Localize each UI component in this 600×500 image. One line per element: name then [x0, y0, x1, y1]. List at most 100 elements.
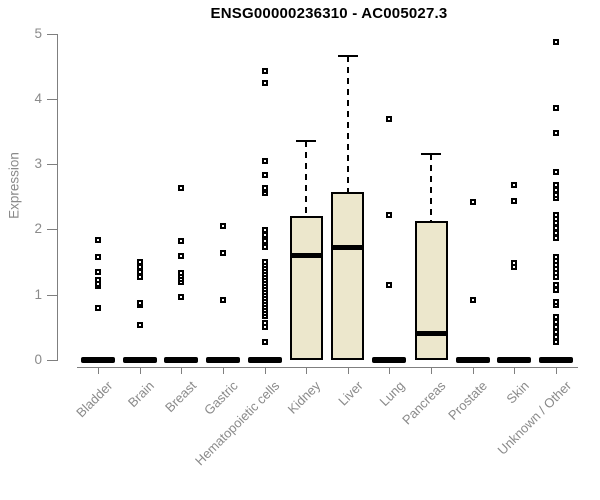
outlier-point-hematopoietic-cells — [261, 158, 268, 165]
y-axis-tick-label: 3 — [34, 156, 42, 172]
outlier-point-unknown-other — [553, 334, 560, 341]
outlier-point-bladder — [95, 268, 101, 275]
box-kidney — [289, 216, 323, 360]
outlier-point-breast — [178, 270, 185, 277]
outlier-point-brain — [136, 299, 143, 306]
x-axis-tick — [306, 367, 308, 374]
outlier-point-breast — [178, 253, 185, 260]
outlier-point-bladder — [95, 253, 101, 260]
zero-median-bar-unknown-other — [539, 357, 574, 363]
outlier-point-unknown-other — [553, 38, 560, 45]
y-axis-tick-label: 0 — [34, 352, 42, 367]
whisker-cap-pancreas — [421, 153, 442, 156]
whisker-pancreas — [430, 154, 433, 221]
outlier-point-hematopoietic-cells — [261, 185, 268, 192]
zero-median-bar-breast — [164, 357, 199, 363]
median-kidney — [289, 253, 323, 259]
y-axis-tick — [47, 294, 57, 296]
outlier-point-unknown-other — [553, 328, 560, 335]
median-liver — [331, 244, 365, 250]
x-tick-label-bladder: Bladder — [73, 378, 116, 421]
outlier-point-hematopoietic-cells — [261, 68, 268, 75]
outlier-point-unknown-other — [553, 187, 560, 194]
zero-median-bar-gastric — [205, 357, 240, 363]
x-tick-label-gastric: Gastric — [200, 378, 241, 418]
x-axis-tick — [389, 367, 391, 374]
outlier-point-bladder — [95, 236, 101, 243]
outlier-point-unknown-other — [553, 313, 560, 320]
x-tick-label-breast: Breast — [161, 378, 199, 416]
outlier-point-unknown-other — [553, 287, 560, 294]
outlier-point-unknown-other — [553, 104, 560, 111]
y-axis-tick — [47, 229, 57, 231]
y-axis-tick-label: 1 — [34, 286, 42, 302]
x-tick-label-unknown-other: Unknown / Other — [494, 378, 574, 458]
y-axis-tick — [47, 33, 57, 35]
x-tick-label-skin: Skin — [503, 378, 533, 407]
y-axis-tick-label: 2 — [34, 221, 42, 237]
outlier-point-hematopoietic-cells — [261, 227, 268, 234]
outlier-point-breast — [178, 185, 185, 192]
median-pancreas — [414, 330, 448, 336]
x-axis-tick — [264, 367, 266, 374]
x-axis-tick — [431, 367, 433, 374]
outlier-point-unknown-other — [553, 281, 560, 288]
outlier-point-hematopoietic-cells — [261, 237, 268, 244]
outlier-point-hematopoietic-cells — [261, 338, 268, 345]
x-axis-tick — [98, 367, 99, 374]
outlier-point-hematopoietic-cells — [261, 172, 268, 179]
outlier-point-skin — [511, 260, 518, 267]
outlier-point-unknown-other — [553, 130, 560, 137]
outlier-point-unknown-other — [553, 181, 560, 188]
y-axis-tick — [47, 360, 57, 361]
zero-median-bar-hematopoietic-cells — [247, 357, 282, 363]
outlier-point-unknown-other — [553, 298, 560, 305]
outlier-point-hematopoietic-cells — [261, 319, 268, 326]
outlier-point-hematopoietic-cells — [261, 244, 268, 251]
x-tick-label-pancreas: Pancreas — [399, 378, 449, 428]
box-liver — [331, 191, 365, 360]
outlier-point-hematopoietic-cells — [261, 232, 268, 239]
outlier-point-bladder — [95, 304, 101, 311]
outlier-point-unknown-other — [553, 230, 560, 237]
zero-median-bar-skin — [497, 357, 532, 363]
y-axis-tick — [47, 164, 57, 166]
outlier-point-lung — [386, 281, 393, 288]
x-axis-line — [77, 367, 578, 368]
outlier-point-skin — [511, 181, 518, 188]
zero-median-bar-lung — [372, 357, 407, 363]
outlier-point-unknown-other — [553, 212, 560, 219]
zero-median-bar-bladder — [81, 357, 115, 363]
outlier-point-unknown-other — [553, 168, 560, 175]
y-axis-tick-label: 4 — [34, 90, 42, 106]
x-tick-label-kidney: Kidney — [285, 378, 324, 417]
x-tick-label-brain: Brain — [125, 378, 158, 411]
chart-title: ENSG00000236310 - AC005027.3 — [210, 5, 448, 22]
x-axis-tick — [347, 367, 349, 374]
zero-median-bar-brain — [122, 357, 157, 363]
x-tick-label-lung: Lung — [376, 378, 408, 410]
outlier-point-unknown-other — [553, 225, 560, 232]
outlier-point-prostate — [469, 296, 476, 303]
x-tick-label-liver: Liver — [334, 378, 366, 409]
outlier-point-brain — [136, 321, 143, 328]
outlier-point-unknown-other — [553, 253, 560, 260]
outlier-point-breast — [178, 294, 185, 301]
whisker-cap-kidney — [296, 140, 317, 143]
outlier-point-unknown-other — [553, 192, 560, 199]
x-axis-tick — [222, 367, 224, 374]
outlier-point-brain — [136, 259, 143, 266]
outlier-point-gastric — [219, 223, 226, 230]
outlier-point-brain — [136, 264, 143, 271]
x-axis-tick — [472, 367, 474, 374]
y-axis-line — [57, 33, 58, 361]
whisker-liver — [346, 56, 349, 192]
outlier-point-gastric — [219, 249, 226, 256]
x-axis-tick — [514, 367, 516, 374]
whisker-kidney — [305, 141, 308, 217]
outlier-point-breast — [178, 238, 185, 245]
outlier-point-unknown-other — [553, 319, 560, 326]
y-axis-tick — [47, 98, 57, 100]
